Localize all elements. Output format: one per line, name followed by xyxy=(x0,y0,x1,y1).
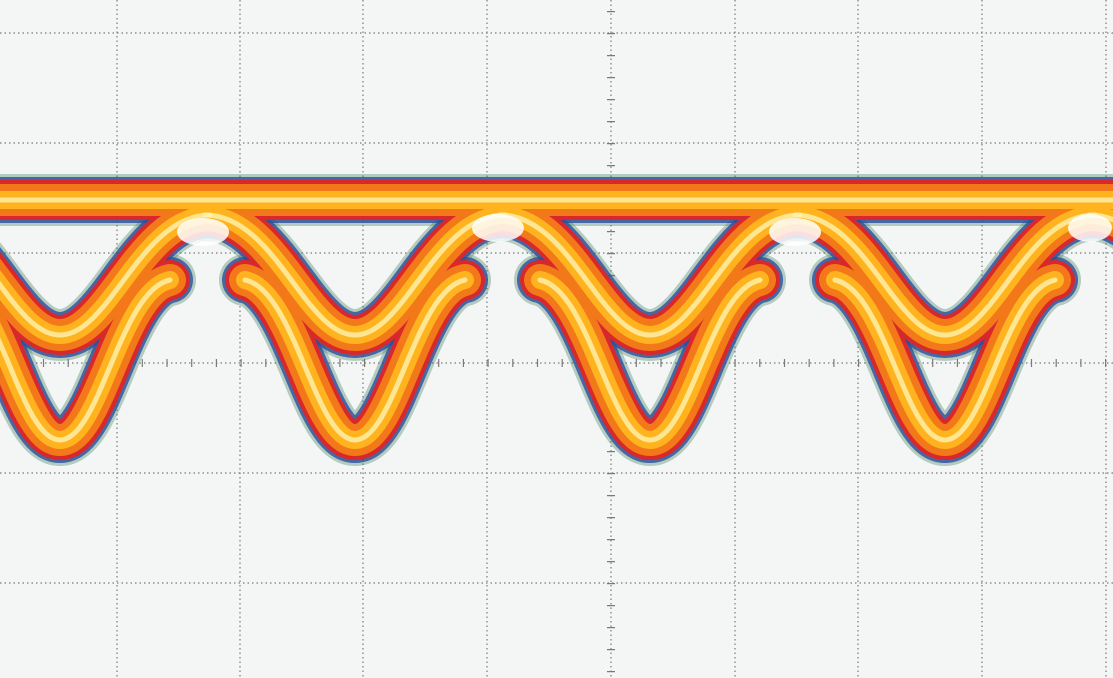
eye-pattern xyxy=(0,200,1113,440)
crossing-hotspots xyxy=(177,214,1112,246)
hotspot xyxy=(472,214,524,242)
hotspot xyxy=(769,218,821,246)
hotspot xyxy=(177,218,229,246)
hotspot xyxy=(1068,214,1112,242)
